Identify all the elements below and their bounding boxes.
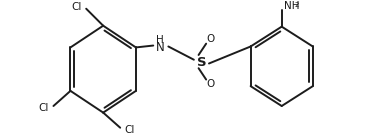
Text: S: S	[196, 56, 206, 69]
Text: Cl: Cl	[124, 125, 135, 135]
Text: NH: NH	[283, 1, 299, 11]
Text: 2: 2	[295, 2, 299, 8]
Text: H: H	[156, 35, 164, 45]
Text: O: O	[207, 34, 215, 44]
Text: Cl: Cl	[72, 2, 82, 12]
Text: O: O	[207, 79, 215, 89]
Text: N: N	[155, 41, 164, 54]
Text: Cl: Cl	[39, 103, 49, 113]
